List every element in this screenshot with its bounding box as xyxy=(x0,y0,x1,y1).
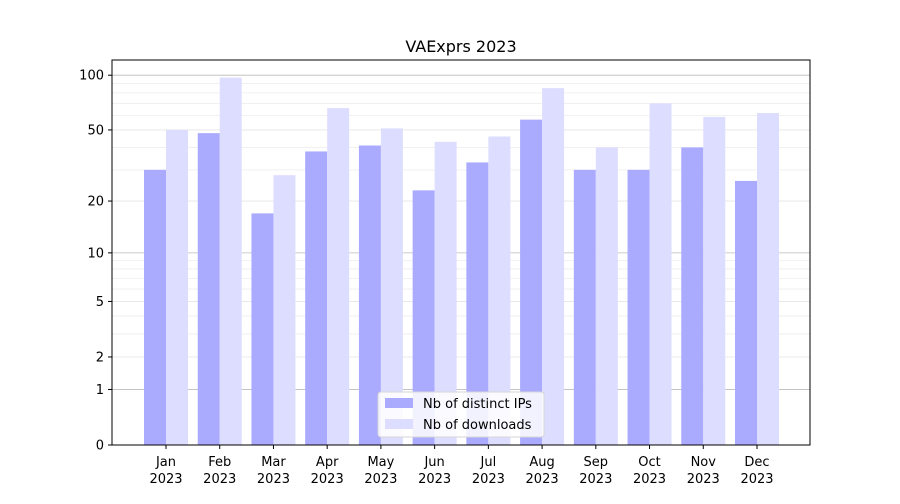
bar-downloads xyxy=(219,77,242,446)
bar-downloads xyxy=(703,116,726,445)
bar-ips xyxy=(681,147,704,445)
legend-label: Nb of distinct IPs xyxy=(423,397,532,412)
bar-ips xyxy=(573,169,596,446)
legend-label: Nb of downloads xyxy=(423,418,532,433)
legend-box xyxy=(377,391,545,438)
y-tick-label: 1 xyxy=(96,383,104,398)
bar-downloads xyxy=(595,147,618,445)
legend-swatch xyxy=(385,419,413,429)
y-axis: 0 1 2 5 10 20 50 100 xyxy=(79,69,112,454)
bar-downloads xyxy=(434,141,457,446)
y-tick-label: 20 xyxy=(87,195,104,210)
x-tick-label: Dec 2023 xyxy=(740,455,773,487)
y-tick-label: 0 xyxy=(96,439,104,454)
bar-ips xyxy=(358,145,381,446)
bar-ips xyxy=(412,190,435,445)
bar-ips xyxy=(520,119,543,446)
bar-downloads xyxy=(649,103,672,445)
x-tick-label: Feb 2023 xyxy=(203,455,236,487)
bar-downloads xyxy=(542,88,565,446)
bar-ips xyxy=(305,151,328,445)
x-tick-label: Jun 2023 xyxy=(418,455,451,487)
bar-ips xyxy=(197,133,220,446)
x-tick-label: May 2023 xyxy=(364,455,397,487)
y-tick-label: 100 xyxy=(79,69,104,84)
bar-ips xyxy=(627,169,650,446)
bar-downloads xyxy=(166,129,188,445)
bar-downloads xyxy=(273,175,296,446)
bar-downloads xyxy=(327,108,350,445)
bar-ips xyxy=(735,180,757,445)
y-tick-label: 10 xyxy=(87,246,104,261)
x-tick-label: Jul 2023 xyxy=(472,455,505,487)
bar-ips xyxy=(466,162,489,445)
legend: Nb of distinct IPs Nb of downloads xyxy=(377,391,545,438)
x-tick-label: Aug 2023 xyxy=(526,455,559,487)
x-tick-label: Jan 2023 xyxy=(149,455,182,487)
y-tick-label: 2 xyxy=(96,350,104,365)
x-tick-label: Mar 2023 xyxy=(257,455,290,487)
bars xyxy=(144,77,779,446)
x-tick-label: Nov 2023 xyxy=(687,455,720,487)
bar-ips xyxy=(144,169,166,446)
y-tick-label: 5 xyxy=(96,295,104,310)
legend-swatch xyxy=(385,398,413,408)
y-tick-label: 50 xyxy=(87,123,104,138)
x-tick-label: Sep 2023 xyxy=(579,455,612,487)
x-tick-label: Apr 2023 xyxy=(311,455,344,487)
bar-downloads xyxy=(488,136,511,446)
x-tick-label: Oct 2023 xyxy=(633,455,666,487)
chart-title: VAExprs 2023 xyxy=(405,37,516,56)
bar-ips xyxy=(251,213,274,445)
bar-downloads xyxy=(380,128,403,445)
bar-downloads xyxy=(757,113,779,445)
x-axis: Jan 2023 Feb 2023 Mar 2023 Apr 2023 May 2023 Jun 20… xyxy=(149,445,774,487)
